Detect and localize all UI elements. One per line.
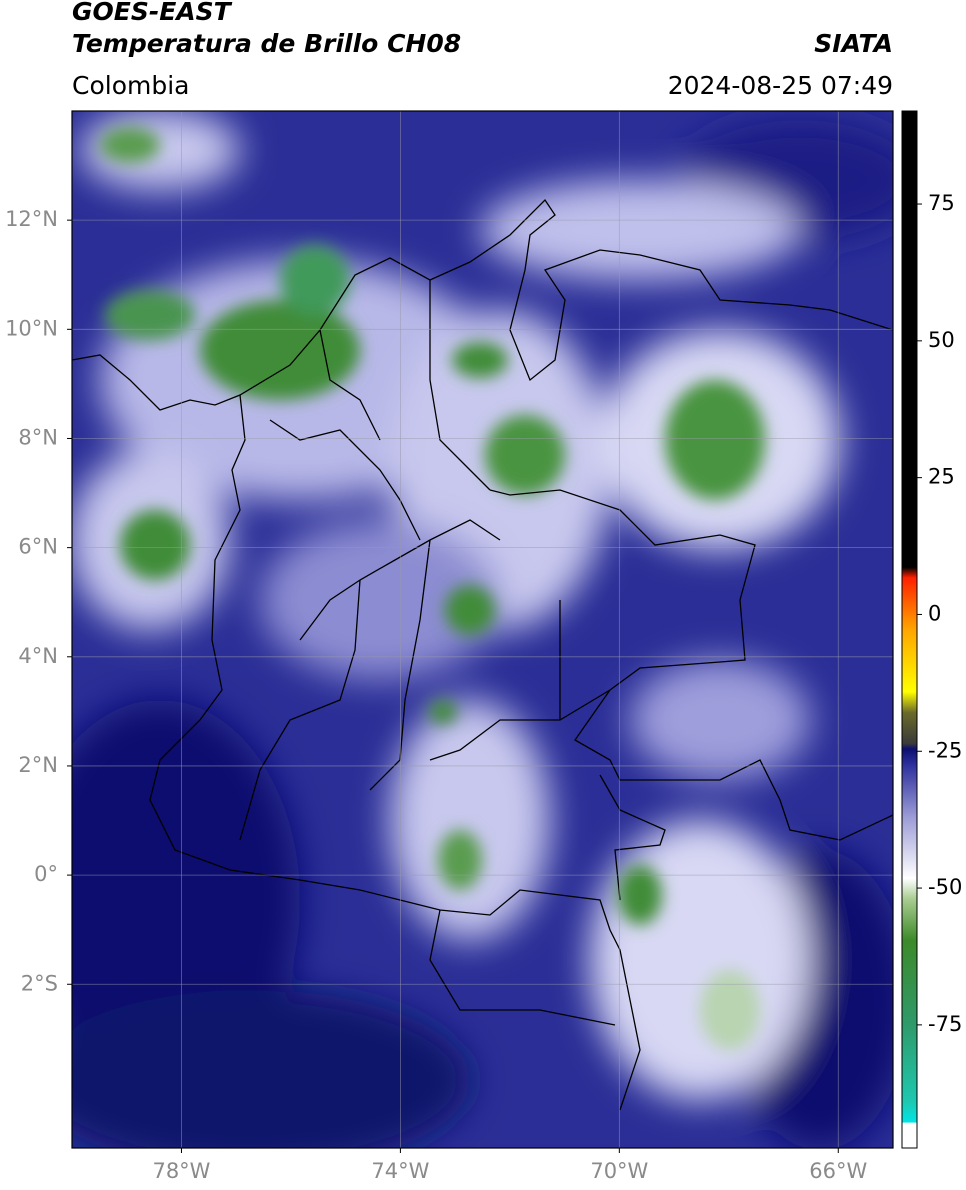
- colorbar-tick-label: 0: [928, 601, 941, 625]
- lat-tick-label: 2°S: [21, 971, 58, 995]
- colorbar-tick-label: -75: [928, 1012, 962, 1036]
- title: GOES-EAST: [72, 0, 233, 26]
- lat-tick-label: 8°N: [18, 425, 58, 449]
- colorbar-tick-label: -50: [928, 875, 962, 899]
- colorbar-tick-label: -25: [928, 738, 962, 762]
- colorbar-tick-label: 75: [928, 191, 955, 215]
- colorbar-tick-label: 50: [928, 328, 955, 352]
- lon-tick-label: 70°W: [590, 1159, 648, 1183]
- lat-tick-label: 2°N: [18, 753, 58, 777]
- region: Colombia: [72, 71, 189, 100]
- lon-tick-label: 74°W: [371, 1159, 429, 1183]
- lat-tick-label: 4°N: [18, 644, 58, 668]
- lon-tick-label: 78°W: [152, 1159, 210, 1183]
- lat-tick-label: 10°N: [5, 316, 58, 340]
- colorbar-tick-label: 25: [928, 465, 955, 489]
- timestamp: 2024-08-25 07:49: [668, 71, 893, 100]
- graticule: [72, 111, 893, 1148]
- subtitle: Temperatura de Brillo CH08: [72, 29, 461, 58]
- satellite-image: [72, 111, 893, 1148]
- map-frame: [71, 110, 894, 1149]
- lat-tick-label: 12°N: [5, 207, 58, 231]
- source: SIATA: [814, 29, 893, 58]
- colorbar: [901, 110, 918, 1149]
- lat-tick-label: 6°N: [18, 535, 58, 559]
- lat-tick-label: 0°: [34, 862, 58, 886]
- lon-tick-label: 66°W: [809, 1159, 867, 1183]
